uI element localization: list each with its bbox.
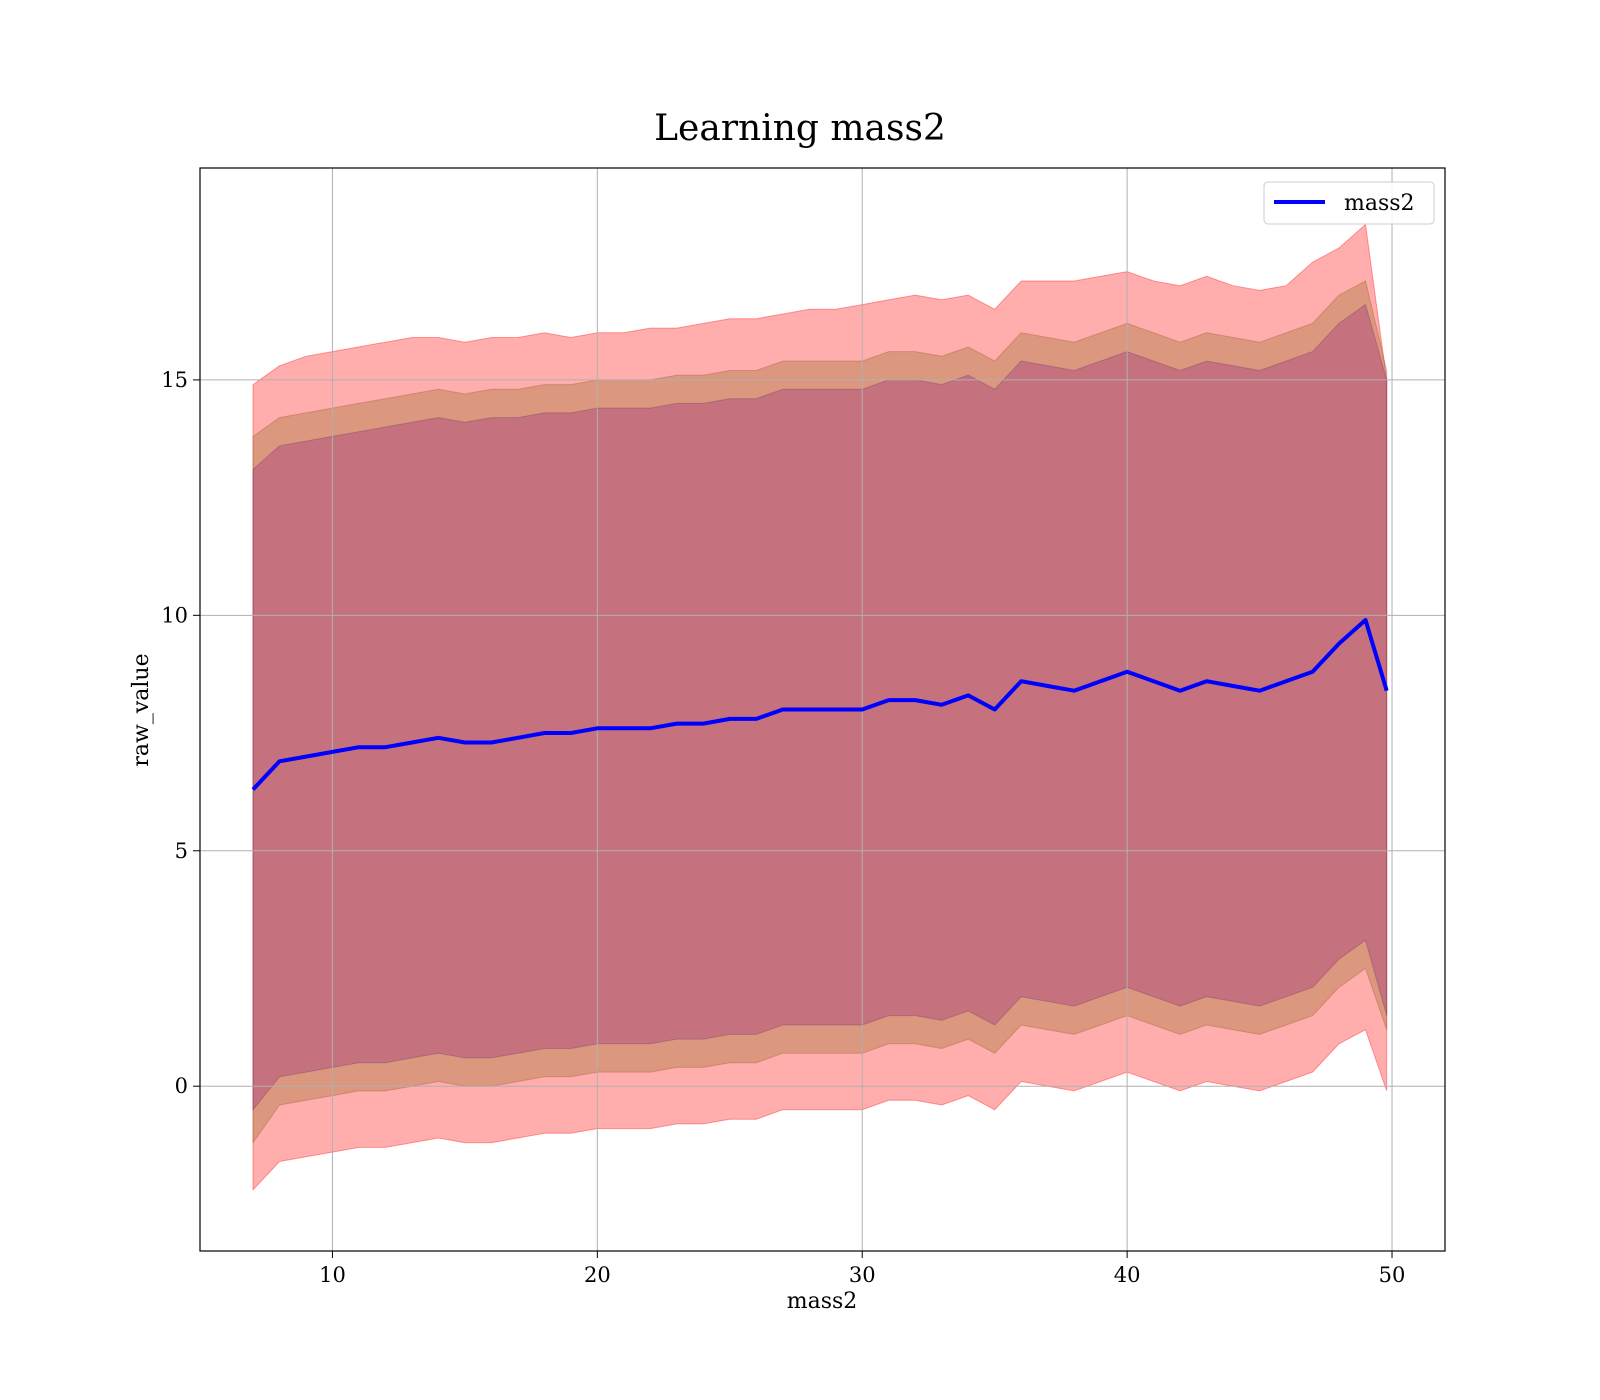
y-tick-label: 0 — [175, 1074, 188, 1098]
x-tick-label: 10 — [319, 1263, 346, 1287]
y-tick-label: 5 — [175, 839, 188, 863]
legend: mass2 — [1263, 181, 1435, 225]
plot-area: 10 20 30 40 50 0 5 10 15 — [161, 168, 1445, 1287]
y-tick-label: 15 — [161, 368, 188, 392]
series-line-mass2 — [251, 618, 1389, 791]
legend-box — [1263, 181, 1435, 225]
x-axis-label: mass2 — [787, 1289, 858, 1314]
plot-clip-group — [200, 168, 1445, 1251]
x-tick-label: 40 — [1114, 1263, 1141, 1287]
x-tick-label: 50 — [1379, 1263, 1406, 1287]
y-tick-label: 10 — [161, 603, 188, 627]
chart-title: Learning mass2 — [654, 108, 946, 149]
y-axis-label: raw_value — [129, 653, 154, 766]
x-tick-label: 30 — [849, 1263, 876, 1287]
plot-frame — [199, 167, 1446, 1252]
x-tick-label: 20 — [584, 1263, 611, 1287]
band-inner — [252, 303, 1388, 1112]
legend-label-mass2: mass2 — [1344, 191, 1415, 216]
band-outer — [252, 223, 1388, 1192]
